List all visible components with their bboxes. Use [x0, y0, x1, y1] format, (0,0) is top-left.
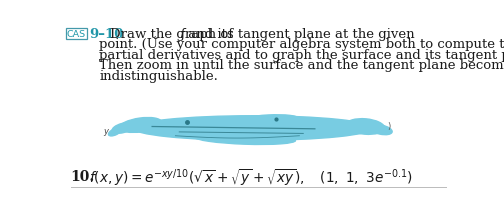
Text: ): ): [387, 122, 390, 131]
Ellipse shape: [108, 128, 121, 136]
Text: y: y: [103, 127, 108, 136]
Ellipse shape: [133, 116, 373, 140]
Ellipse shape: [237, 115, 299, 126]
Text: $f$: $f$: [179, 28, 187, 42]
Ellipse shape: [346, 119, 385, 134]
Ellipse shape: [369, 125, 392, 135]
Text: $f(x, y) = e^{-xy/10}(\sqrt{x} + \sqrt{y} + \sqrt{xy}),$$\quad (1,\ 1,\ 3e^{-0.1: $f(x, y) = e^{-xy/10}(\sqrt{x} + \sqrt{y…: [89, 167, 413, 188]
Text: point. (Use your computer algebra system both to compute the: point. (Use your computer algebra system…: [99, 38, 504, 51]
Text: partial derivatives and to graph the surface and its tangent plane.): partial derivatives and to graph the sur…: [99, 49, 504, 62]
FancyBboxPatch shape: [66, 28, 87, 39]
Text: Draw the graph of: Draw the graph of: [110, 28, 238, 41]
Ellipse shape: [112, 123, 133, 133]
Text: indistinguishable.: indistinguishable.: [99, 70, 218, 82]
Ellipse shape: [119, 117, 162, 132]
Text: CAS: CAS: [67, 30, 86, 39]
Text: 9–10: 9–10: [89, 28, 123, 41]
Text: Then zoom in until the surface and the tangent plane become: Then zoom in until the surface and the t…: [99, 59, 504, 72]
Text: 10.: 10.: [71, 170, 95, 184]
Ellipse shape: [195, 133, 295, 145]
Text: and its tangent plane at the given: and its tangent plane at the given: [184, 28, 414, 41]
